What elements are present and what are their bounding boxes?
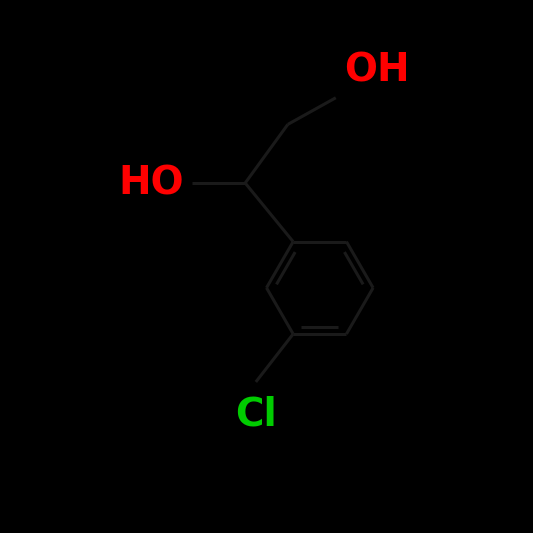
Text: OH: OH	[344, 52, 409, 90]
Text: Cl: Cl	[235, 395, 277, 433]
Text: HO: HO	[118, 164, 184, 202]
